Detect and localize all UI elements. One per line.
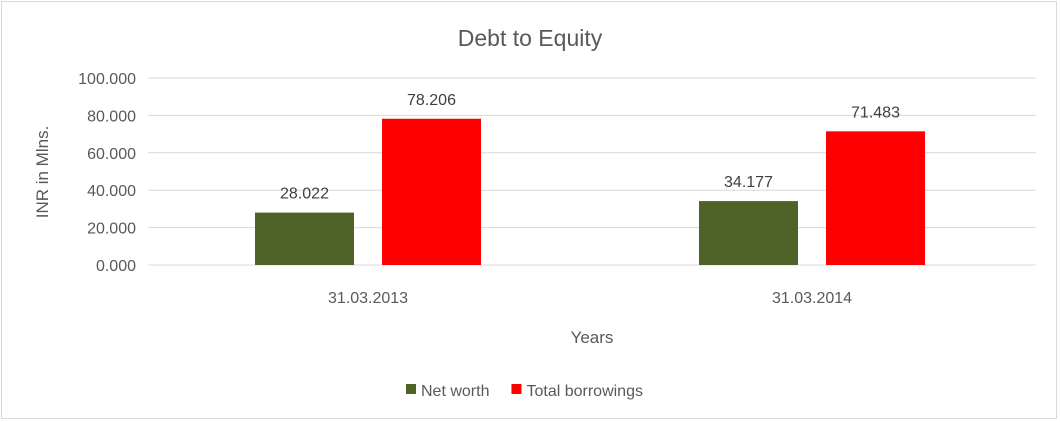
x-axis-label: Years — [571, 328, 614, 347]
x-tick-label: 31.03.2013 — [328, 290, 408, 307]
y-tick-label: 0.000 — [96, 258, 136, 275]
x-tick-label: 31.03.2014 — [772, 290, 852, 307]
bar-net-worth — [699, 201, 798, 265]
legend: Net worth Total borrowings — [406, 383, 643, 400]
bar-total-borrowings — [826, 131, 925, 265]
y-tick-label: 80.000 — [87, 108, 136, 125]
bars: 28.022 78.206 34.177 71.483 — [255, 92, 925, 265]
y-axis-label: INR in Mlns. — [33, 126, 52, 219]
x-axis-ticks: 31.03.2013 31.03.2014 — [328, 290, 852, 307]
legend-swatch — [511, 384, 522, 394]
y-axis-ticks: 0.000 20.000 40.000 60.000 80.000 100.000 — [78, 71, 136, 275]
legend-label: Net worth — [421, 383, 489, 400]
y-tick-label: 20.000 — [87, 221, 136, 238]
legend-label: Total borrowings — [526, 383, 643, 400]
data-label: 71.483 — [851, 104, 900, 121]
bar-net-worth — [255, 212, 354, 265]
bar-total-borrowings — [382, 118, 481, 265]
legend-swatch — [406, 384, 416, 394]
data-label: 78.206 — [407, 92, 456, 109]
data-label: 28.022 — [280, 186, 329, 203]
y-tick-label: 60.000 — [87, 146, 136, 163]
chart-title: Debt to Equity — [458, 25, 603, 51]
y-tick-label: 40.000 — [87, 183, 136, 200]
y-tick-label: 100.000 — [78, 71, 136, 88]
data-label: 34.177 — [724, 174, 773, 191]
